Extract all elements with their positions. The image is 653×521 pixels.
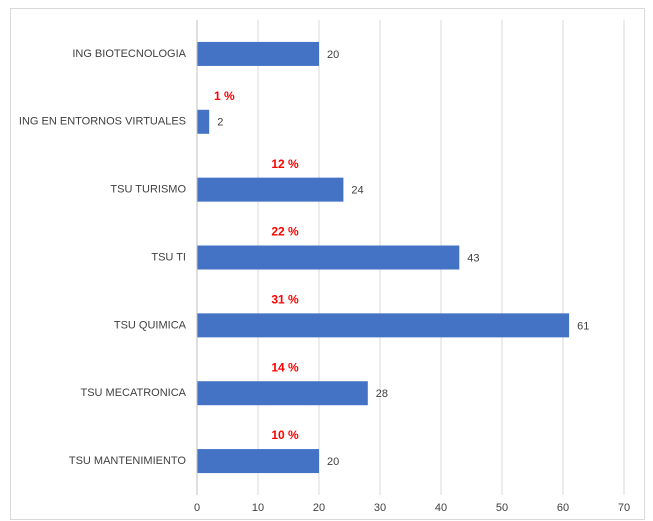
y-tick-label: TSU MANTENIMIENTO (69, 455, 187, 467)
percent-label: 31 % (271, 293, 299, 307)
percent-label: 10 % (271, 428, 299, 442)
y-tick-label: TSU QUIMICA (114, 319, 187, 331)
bar (197, 449, 319, 474)
x-tick-label: 40 (435, 502, 447, 514)
percent-label: 1 % (214, 89, 235, 103)
value-label: 24 (351, 185, 363, 197)
x-tick-label: 50 (496, 502, 508, 514)
y-tick-label: TSU TI (151, 251, 186, 263)
percent-label: 22 % (271, 225, 299, 239)
y-tick-label: TSU MECATRONICA (80, 387, 186, 399)
x-tick-label: 70 (618, 502, 630, 514)
y-tick-label: TSU TURISMO (110, 184, 186, 196)
bar (197, 245, 460, 270)
y-tick-label: ING EN ENTORNOS VIRTUALES (19, 116, 186, 128)
x-tick-label: 30 (374, 502, 386, 514)
bar (197, 109, 210, 134)
value-label: 43 (467, 252, 479, 264)
bar (197, 41, 319, 66)
bar (197, 313, 570, 338)
value-label: 20 (327, 456, 339, 468)
percent-label: 12 % (271, 157, 299, 171)
bar (197, 177, 344, 202)
y-tick-label: ING BIOTECNOLOGIA (72, 48, 186, 60)
x-tick-label: 20 (313, 502, 325, 514)
x-tick-label: 60 (557, 502, 569, 514)
value-label: 2 (217, 117, 223, 129)
bar (197, 381, 368, 406)
percent-label: 14 % (271, 360, 299, 374)
value-label: 20 (327, 49, 339, 61)
x-tick-label: 0 (194, 502, 200, 514)
value-label: 28 (376, 388, 388, 400)
x-tick-label: 10 (252, 502, 264, 514)
value-label: 61 (577, 320, 589, 332)
